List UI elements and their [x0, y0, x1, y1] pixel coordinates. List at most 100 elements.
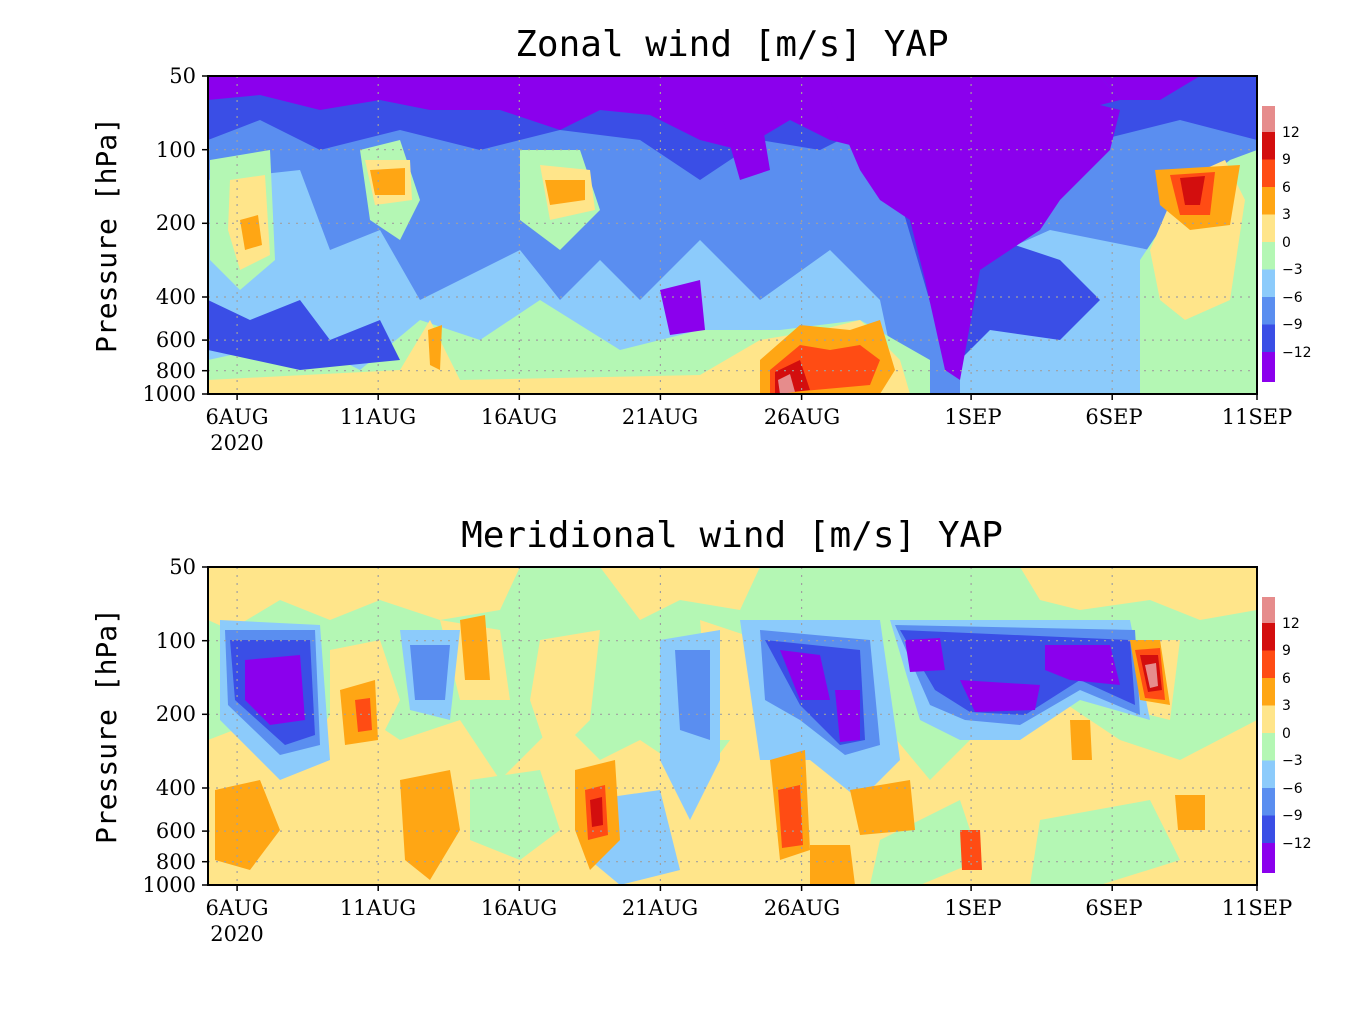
merid-cbar-label: 3	[1282, 698, 1291, 714]
zonal-cbar-seg	[1262, 324, 1275, 352]
zonal-ytick-label: 800	[156, 359, 196, 383]
merid-patch-orange-2	[400, 770, 460, 880]
merid-patch-midblue-4	[675, 650, 710, 740]
merid-ytick-label: 1000	[143, 873, 196, 897]
zonal-cbar-label: 0	[1282, 235, 1291, 251]
zonal-colorbar	[1262, 106, 1275, 382]
merid-xtick-label: 16AUG	[481, 896, 557, 920]
merid-ytick-label: 100	[156, 629, 196, 653]
zonal-contour-field	[208, 76, 1257, 394]
zonal-patch-purple-4	[660, 280, 705, 335]
meridional-ylabel: Pressure [hPa]	[90, 608, 123, 844]
merid-cbar-seg	[1262, 705, 1275, 733]
zonal-cbar-seg	[1262, 297, 1275, 325]
merid-xyear-label: 2020	[210, 922, 263, 946]
merid-cbar-label: −12	[1282, 836, 1312, 852]
zonal-xtick-label: 6SEP	[1085, 405, 1142, 429]
zonal-cbar-seg	[1262, 106, 1275, 132]
merid-cbar-seg	[1262, 788, 1275, 816]
zonal-cbar-label: −9	[1282, 317, 1303, 333]
merid-patch-green-2	[870, 800, 980, 885]
merid-patch-green	[470, 770, 560, 860]
merid-cbar-label: −9	[1282, 808, 1303, 824]
zonal-panel: Zonal wind [m/s] YAP Pressure [hPa]	[90, 24, 1312, 455]
merid-cbar-label: −3	[1282, 753, 1303, 769]
merid-cbar-seg	[1262, 678, 1275, 706]
zonal-xtick-label: 1SEP	[944, 405, 1001, 429]
zonal-cbar-label: 9	[1282, 152, 1291, 168]
merid-xtick-label: 11AUG	[340, 896, 416, 920]
merid-patch-purple-5	[960, 680, 1040, 712]
merid-cbar-label: 6	[1282, 671, 1291, 687]
zonal-cbar-seg	[1262, 352, 1275, 382]
zonal-patch-orange-3	[545, 180, 585, 205]
merid-patch-purple	[245, 655, 305, 725]
zonal-xaxis	[236, 394, 1258, 400]
zonal-patch-purple-2	[830, 100, 1120, 380]
merid-patch-darkred	[590, 797, 603, 827]
merid-patch-red-2	[778, 785, 803, 848]
zonal-cbar-label: 6	[1282, 180, 1291, 196]
zonal-cbar-label: −12	[1282, 345, 1312, 361]
merid-cbar-seg	[1262, 815, 1275, 843]
merid-patch-orange-8	[810, 845, 855, 885]
zonal-patch-darkblue-2	[208, 300, 400, 370]
zonal-patch-purple-3	[1100, 76, 1200, 100]
merid-patch-yellow	[208, 567, 520, 630]
merid-xtick-label: 21AUG	[622, 896, 698, 920]
zonal-yaxis	[202, 75, 208, 395]
zonal-ytick-label: 50	[169, 64, 196, 88]
merid-xtick-label: 26AUG	[764, 896, 840, 920]
zonal-cbar-seg	[1262, 242, 1275, 270]
zonal-cbar-label: −6	[1282, 290, 1303, 306]
merid-patch-orange-7	[460, 615, 490, 680]
merid-patch-midblue-5	[410, 645, 450, 700]
merid-cbar-seg	[1262, 597, 1275, 623]
merid-cbar-seg	[1262, 650, 1275, 678]
meridional-colorbar	[1262, 597, 1275, 873]
merid-cbar-label: −6	[1282, 781, 1303, 797]
merid-patch-purple-2	[780, 650, 830, 700]
merid-patch-red-5	[960, 830, 982, 870]
merid-xtick-label: 6AUG	[206, 896, 269, 920]
merid-patch-purple-3	[835, 690, 860, 742]
merid-cbar-label: 0	[1282, 726, 1291, 742]
meridional-plot-frame	[207, 566, 1258, 886]
zonal-patch-purple	[208, 76, 1120, 150]
merid-patch-yellow-7	[530, 630, 600, 760]
zonal-patch-pink	[778, 374, 795, 394]
zonal-ytick-label: 1000	[143, 382, 196, 406]
merid-ytick-label: 800	[156, 850, 196, 874]
merid-cbar-seg	[1262, 623, 1275, 651]
meridional-title: Meridional wind [m/s] YAP	[461, 515, 1003, 556]
zonal-cbar-seg	[1262, 269, 1275, 297]
merid-patch-red-4	[355, 698, 372, 732]
zonal-patch-purple-5	[720, 110, 770, 180]
merid-patch-purple-6	[1045, 645, 1120, 685]
zonal-ylabel: Pressure [hPa]	[90, 117, 123, 353]
merid-patch-yellow-2	[600, 567, 760, 620]
meridional-contour-field	[208, 567, 1257, 885]
meridional-grid	[208, 567, 1257, 885]
zonal-cbar-label: −3	[1282, 262, 1303, 278]
zonal-xtick-label: 11SEP	[1222, 405, 1293, 429]
zonal-patch-orange-2	[370, 168, 405, 195]
zonal-cbar-label: 3	[1282, 207, 1291, 223]
zonal-cbar-seg	[1262, 214, 1275, 242]
merid-xtick-label: 11SEP	[1222, 896, 1293, 920]
zonal-patch-orange-6	[428, 325, 442, 370]
zonal-xtick-label: 21AUG	[622, 405, 698, 429]
zonal-xtick-label: 11AUG	[340, 405, 416, 429]
meridional-xaxis	[236, 885, 1258, 891]
zonal-ytick-label: 100	[156, 138, 196, 162]
zonal-patch-darkred	[1180, 176, 1205, 205]
merid-cbar-seg	[1262, 760, 1275, 788]
zonal-cbar-label: 12	[1282, 125, 1300, 141]
merid-patch-orange	[215, 780, 280, 870]
merid-patch-green-3	[1030, 800, 1180, 885]
merid-xtick-label: 1SEP	[944, 896, 1001, 920]
zonal-grid	[208, 76, 1257, 394]
merid-patch-orange-11	[1175, 795, 1205, 830]
merid-ytick-label: 50	[169, 555, 196, 579]
